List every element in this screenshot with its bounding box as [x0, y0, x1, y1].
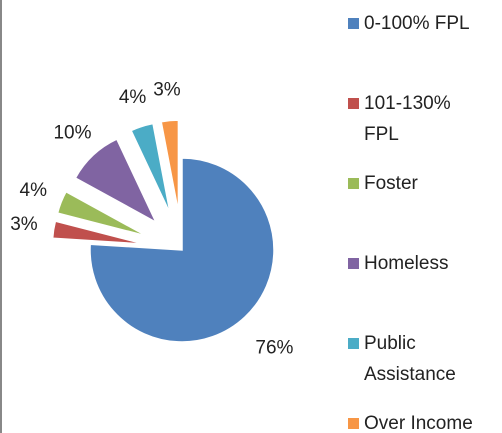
legend-swatch	[348, 178, 359, 189]
legend-label: Public Assistance	[364, 333, 456, 385]
data-label: 76%	[255, 337, 293, 358]
data-label: 3%	[153, 80, 181, 101]
pie-slice	[130, 122, 171, 215]
data-label: 4%	[20, 180, 48, 201]
legend-label: Over Income	[364, 413, 473, 433]
legend-swatch	[348, 338, 359, 349]
legend-item: Over Income	[348, 408, 476, 433]
legend-item: Foster	[348, 168, 476, 199]
legend-label: Homeless	[364, 253, 449, 274]
legend-label: 0-100% FPL	[364, 13, 470, 34]
pie-slice	[89, 157, 275, 343]
legend-item: Public Assistance	[348, 328, 476, 390]
pie-slice	[74, 138, 158, 225]
data-label: 10%	[53, 122, 91, 143]
data-label: 3%	[10, 214, 38, 235]
pie-slice	[51, 220, 145, 245]
pie-slice	[56, 190, 148, 237]
legend-label: Foster	[364, 173, 418, 194]
legend-swatch	[348, 418, 359, 429]
legend-item: 0-100% FPL	[348, 8, 476, 39]
legend-swatch	[348, 258, 359, 269]
legend-item: 101-130% FPL	[348, 88, 476, 150]
legend-swatch	[348, 18, 359, 29]
data-label: 4%	[119, 87, 147, 108]
legend-label: 101-130% FPL	[364, 93, 451, 145]
pie-slice	[160, 119, 180, 213]
legend-item: Homeless	[348, 248, 476, 279]
legend-swatch	[348, 98, 359, 109]
